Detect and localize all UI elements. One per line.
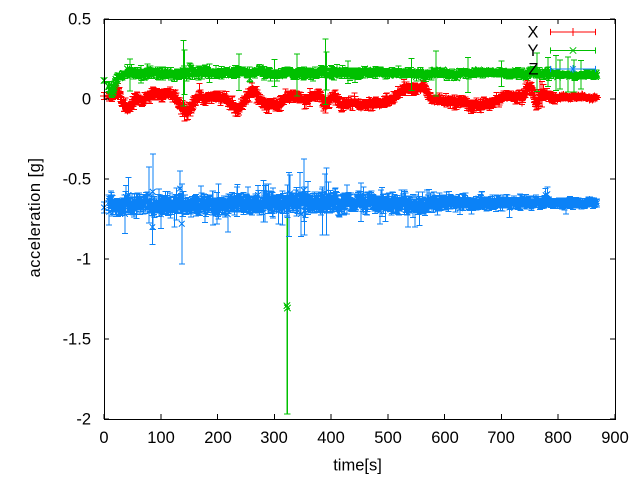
svg-text:-1: -1	[76, 251, 91, 269]
svg-text:600: 600	[431, 429, 459, 447]
svg-text:400: 400	[317, 429, 345, 447]
svg-text:500: 500	[374, 429, 402, 447]
svg-text:-0.5: -0.5	[63, 171, 91, 189]
svg-text:Y: Y	[527, 42, 538, 60]
svg-text:time[s]: time[s]	[333, 457, 382, 475]
svg-text:100: 100	[147, 429, 175, 447]
svg-text:900: 900	[601, 429, 629, 447]
svg-text:0: 0	[99, 429, 108, 447]
svg-text:-1.5: -1.5	[63, 331, 91, 349]
svg-text:700: 700	[487, 429, 515, 447]
svg-text:200: 200	[204, 429, 232, 447]
svg-text:X: X	[527, 24, 538, 42]
svg-text:0: 0	[82, 91, 91, 109]
svg-text:0.5: 0.5	[68, 11, 91, 29]
svg-text:-2: -2	[76, 411, 91, 429]
svg-text:acceleration [g]: acceleration [g]	[26, 158, 44, 278]
svg-text:300: 300	[260, 429, 288, 447]
svg-text:800: 800	[544, 429, 572, 447]
svg-text:Z: Z	[528, 61, 538, 79]
